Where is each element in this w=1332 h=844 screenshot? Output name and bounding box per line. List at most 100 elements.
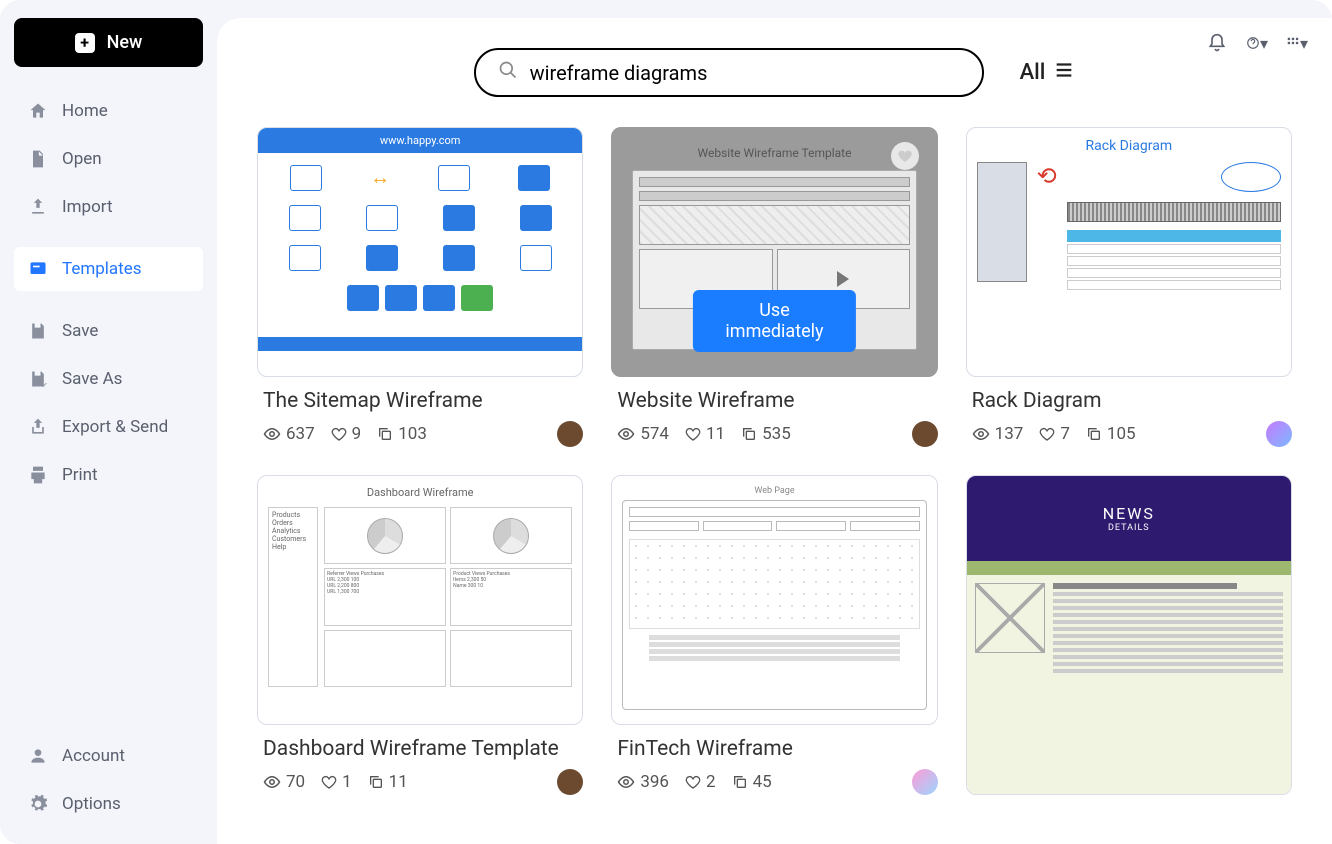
- template-title: Rack Diagram: [972, 389, 1292, 413]
- file-icon: [28, 149, 48, 169]
- nav-bottom: Account Options: [14, 734, 203, 826]
- sidebar-item-export[interactable]: Export & Send: [14, 405, 203, 449]
- import-icon: [28, 197, 48, 217]
- template-title: The Sitemap Wireframe: [263, 389, 583, 413]
- views-count: 637: [263, 424, 315, 444]
- sidebar-item-print[interactable]: Print: [14, 453, 203, 497]
- template-thumbnail: NEWS DETAILS: [966, 475, 1292, 795]
- template-card[interactable]: NEWS DETAILS: [966, 475, 1292, 795]
- nav-label: Save: [62, 321, 98, 341]
- template-title: Dashboard Wireframe Template: [263, 737, 583, 761]
- nav-label: Import: [62, 197, 113, 217]
- favorite-icon[interactable]: [891, 142, 919, 170]
- gear-icon: [28, 794, 48, 814]
- app-root: + New Home Open Import Templates: [0, 0, 1332, 844]
- sidebar-item-templates[interactable]: Templates: [14, 247, 203, 291]
- views-count: 574: [617, 424, 669, 444]
- thumb-header: Web Page: [622, 486, 926, 496]
- template-meta: 637 9 103: [257, 421, 583, 447]
- templates-grid: www.happy.com ↔ The Sitemap Wireframe 63…: [217, 107, 1332, 833]
- author-avatar[interactable]: [557, 769, 583, 795]
- author-avatar[interactable]: [912, 421, 938, 447]
- sidebar-item-options[interactable]: Options: [14, 782, 203, 826]
- help-icon[interactable]: ▾: [1246, 32, 1268, 54]
- author-avatar[interactable]: [557, 421, 583, 447]
- sidebar-item-account[interactable]: Account: [14, 734, 203, 778]
- template-title: Website Wireframe: [617, 389, 937, 413]
- likes-count: 1: [321, 772, 352, 792]
- template-card[interactable]: Web Page FinTech Wireframe 396 2 45: [611, 475, 937, 795]
- save-icon: [28, 321, 48, 341]
- main-content: ▾ ▾ All www.happy.com ↔: [217, 18, 1332, 844]
- template-meta: 70 1 11: [257, 769, 583, 795]
- nav-templates-group: Templates: [14, 247, 203, 291]
- views-count: 137: [972, 424, 1024, 444]
- views-count: 396: [617, 772, 669, 792]
- use-immediately-button[interactable]: Use immediately: [693, 290, 855, 352]
- copies-count: 535: [741, 424, 791, 444]
- template-card[interactable]: Website Wireframe Template Use immediate…: [611, 127, 937, 447]
- nav-label: Options: [62, 794, 121, 814]
- thumb-header: www.happy.com: [258, 128, 582, 153]
- nav-label: Open: [62, 149, 102, 169]
- search-box[interactable]: [474, 48, 984, 97]
- sidebar-item-import[interactable]: Import: [14, 185, 203, 229]
- template-title: FinTech Wireframe: [617, 737, 937, 761]
- nav-label: Account: [62, 746, 125, 766]
- views-count: 70: [263, 772, 305, 792]
- thumb-header: Website Wireframe Template: [632, 146, 916, 160]
- likes-count: 9: [331, 424, 362, 444]
- home-icon: [28, 101, 48, 121]
- print-icon: [28, 465, 48, 485]
- sidebar: + New Home Open Import Templates: [0, 0, 217, 844]
- nav-label: Save As: [62, 369, 122, 389]
- template-card[interactable]: Dashboard Wireframe ProductsOrdersAnalyt…: [257, 475, 583, 795]
- thumb-subheader: DETAILS: [967, 523, 1291, 533]
- sidebar-item-save[interactable]: Save: [14, 309, 203, 353]
- filter-all-button[interactable]: All: [1020, 59, 1076, 87]
- template-thumbnail: Dashboard Wireframe ProductsOrdersAnalyt…: [257, 475, 583, 725]
- export-icon: [28, 417, 48, 437]
- copies-count: 11: [368, 772, 408, 792]
- nav-label: Home: [62, 101, 108, 121]
- likes-count: 7: [1039, 424, 1070, 444]
- templates-icon: [28, 259, 48, 279]
- nav-label: Export & Send: [62, 417, 168, 437]
- search-icon: [498, 60, 518, 85]
- filter-label: All: [1020, 60, 1046, 85]
- search-row: All: [217, 18, 1332, 107]
- author-avatar[interactable]: [1266, 421, 1292, 447]
- copies-count: 103: [377, 424, 427, 444]
- topbar: ▾ ▾: [1206, 32, 1308, 54]
- thumb-header: Dashboard Wireframe: [268, 486, 572, 499]
- template-meta: 137 7 105: [966, 421, 1292, 447]
- plus-icon: +: [75, 33, 95, 53]
- template-card[interactable]: Rack Diagram ⟲ R: [966, 127, 1292, 447]
- template-thumbnail: Rack Diagram ⟲: [966, 127, 1292, 377]
- nav-primary: Home Open Import: [14, 89, 203, 229]
- account-icon: [28, 746, 48, 766]
- swap-icon: ⟲: [1037, 162, 1057, 190]
- nav-file-ops: Save Save As Export & Send Print: [14, 309, 203, 497]
- nav-label: Print: [62, 465, 98, 485]
- sidebar-item-home[interactable]: Home: [14, 89, 203, 133]
- copies-count: 45: [732, 772, 772, 792]
- template-meta: 396 2 45: [611, 769, 937, 795]
- likes-count: 2: [685, 772, 716, 792]
- template-thumbnail: www.happy.com ↔: [257, 127, 583, 377]
- nav-label: Templates: [62, 259, 142, 279]
- template-thumbnail: Website Wireframe Template Use immediate…: [611, 127, 937, 377]
- new-button[interactable]: + New: [14, 18, 203, 67]
- search-input[interactable]: [530, 61, 960, 85]
- template-card[interactable]: www.happy.com ↔ The Sitemap Wireframe 63…: [257, 127, 583, 447]
- menu-icon: [1053, 59, 1075, 87]
- sidebar-item-save-as[interactable]: Save As: [14, 357, 203, 401]
- apps-icon[interactable]: ▾: [1286, 32, 1308, 54]
- sidebar-item-open[interactable]: Open: [14, 137, 203, 181]
- thumb-header: Rack Diagram: [977, 138, 1281, 154]
- template-thumbnail: Web Page: [611, 475, 937, 725]
- likes-count: 11: [685, 424, 725, 444]
- bell-icon[interactable]: [1206, 32, 1228, 54]
- author-avatar[interactable]: [912, 769, 938, 795]
- copies-count: 105: [1086, 424, 1136, 444]
